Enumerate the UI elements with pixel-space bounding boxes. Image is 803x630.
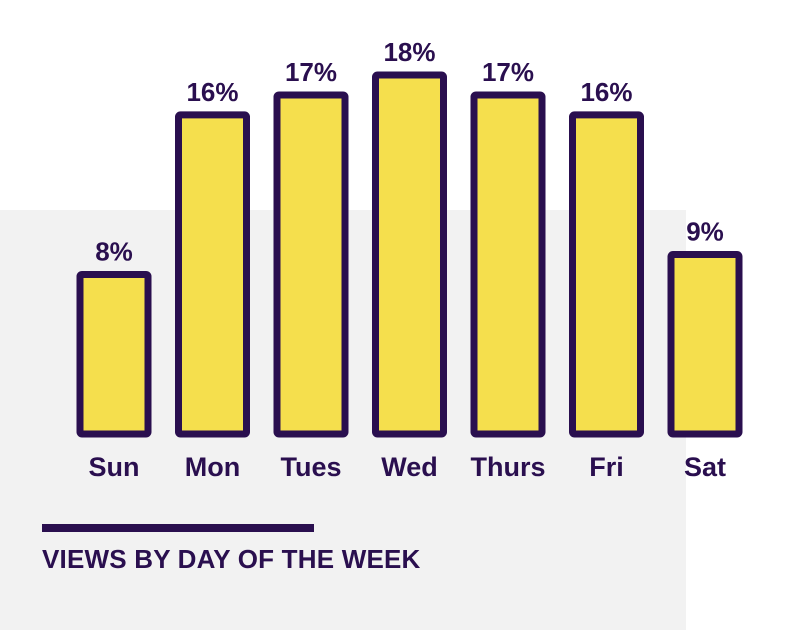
bar-chart: 8% 16% 17% 18% 17% 16% 9% Sun Mon Tues Wed Thurs Fr… [76, 37, 743, 482]
category-label-wed: Wed [381, 452, 438, 482]
category-label-mon: Mon [185, 452, 240, 482]
category-label-thurs: Thurs [470, 452, 545, 482]
category-labels-group: Sun Mon Tues Wed Thurs Fri Sat [89, 452, 727, 482]
bar-sat [667, 251, 743, 438]
bar-wed [372, 71, 447, 438]
title-rule [42, 524, 314, 532]
value-label-tues: 17% [285, 57, 337, 87]
bar-tues [273, 91, 349, 438]
category-label-tues: Tues [280, 452, 341, 482]
bars-group [76, 71, 743, 438]
value-label-thurs: 17% [482, 57, 534, 87]
category-label-sun: Sun [89, 452, 140, 482]
bar-fri [569, 111, 644, 438]
bar-thurs [470, 91, 546, 438]
value-labels-group: 8% 16% 17% 18% 17% 16% 9% [95, 37, 724, 266]
value-label-sun: 8% [95, 236, 133, 266]
bar-sun [76, 270, 152, 438]
value-label-wed: 18% [383, 37, 435, 67]
value-label-fri: 16% [580, 77, 632, 107]
category-label-sat: Sat [684, 452, 726, 482]
value-label-mon: 16% [186, 77, 238, 107]
bar-mon [175, 111, 250, 438]
chart-title: VIEWS BY DAY OF THE WEEK [42, 544, 421, 574]
category-label-fri: Fri [589, 452, 624, 482]
value-label-sat: 9% [686, 217, 724, 247]
